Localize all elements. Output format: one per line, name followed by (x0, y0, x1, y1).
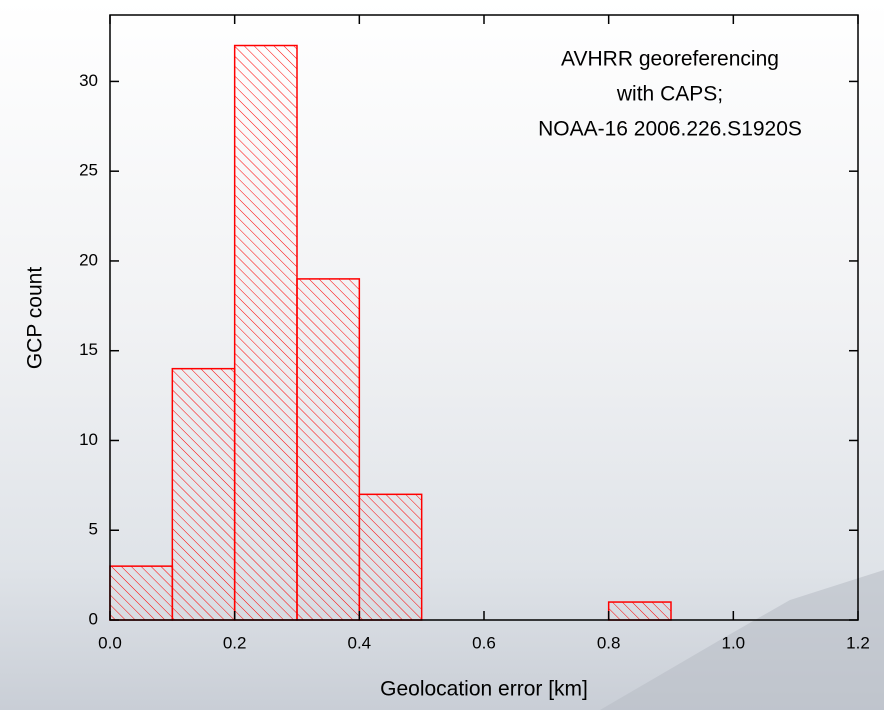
y-tick-label: 30 (79, 71, 98, 90)
y-tick-label: 0 (89, 609, 98, 628)
bar (296, 278, 361, 621)
bar (233, 44, 298, 621)
bar (109, 565, 174, 621)
y-tick-label: 10 (79, 430, 98, 449)
x-tick-label: 0.0 (98, 633, 122, 652)
x-tick-label: 0.8 (597, 633, 621, 652)
bar (171, 367, 236, 621)
y-axis-label: GCP count (24, 267, 47, 369)
y-tick-label: 20 (79, 250, 98, 269)
bar (607, 601, 672, 621)
bar (358, 493, 423, 621)
x-tick-label: 0.6 (472, 633, 496, 652)
x-tick-label: 0.2 (223, 633, 247, 652)
y-tick-label: 15 (79, 340, 98, 359)
x-tick-label: 1.0 (722, 633, 746, 652)
annotation: with CAPS; (616, 83, 723, 106)
annotation: NOAA-16 2006.226.S1920S (538, 118, 802, 141)
y-tick-label: 25 (79, 161, 98, 180)
mountain (600, 570, 884, 710)
annotation: AVHRR georeferencing (561, 48, 779, 71)
x-axis-label: Geolocation error [km] (380, 678, 588, 701)
x-tick-label: 1.2 (846, 633, 870, 652)
x-tick-label: 0.4 (348, 633, 372, 652)
y-tick-label: 5 (89, 520, 98, 539)
